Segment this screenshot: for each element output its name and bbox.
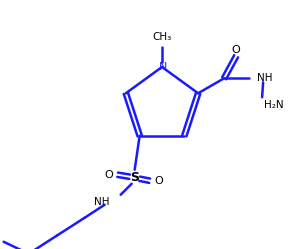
Text: NH: NH [257, 73, 273, 83]
Text: S: S [130, 171, 139, 184]
Text: O: O [104, 170, 113, 180]
Text: N: N [159, 62, 167, 72]
Text: CH₃: CH₃ [152, 32, 172, 42]
Text: O: O [154, 176, 163, 186]
Text: H₂N: H₂N [264, 100, 284, 110]
Text: NH: NH [94, 197, 110, 207]
Text: O: O [232, 45, 240, 55]
